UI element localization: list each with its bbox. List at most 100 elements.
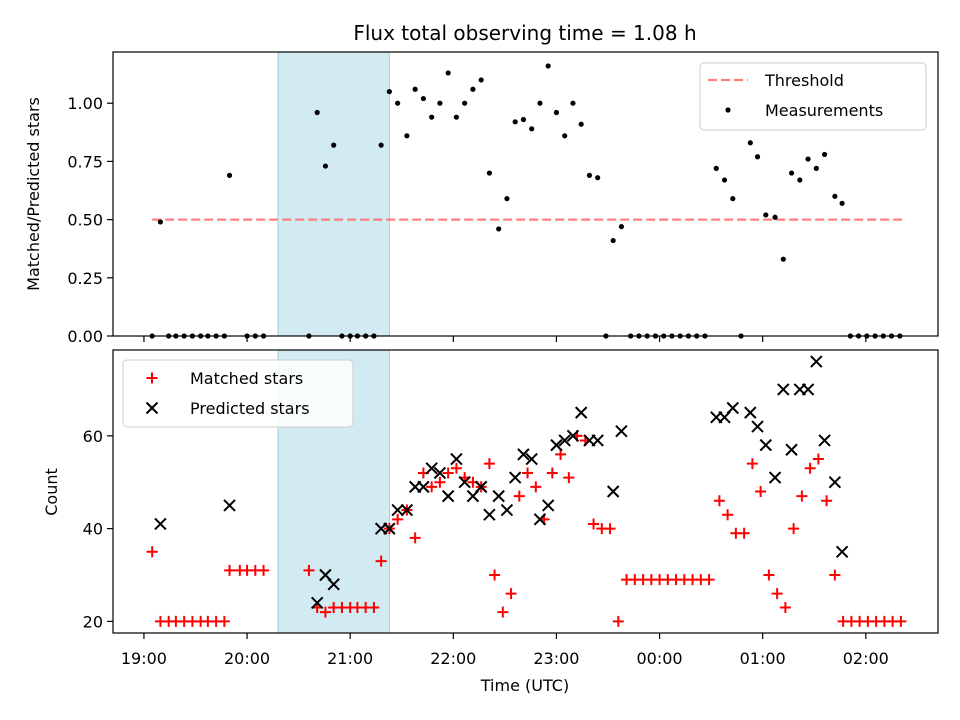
measurements-point [763,212,769,218]
measurements-point [618,223,625,230]
x-tick-label: 22:00 [430,649,476,668]
top-y-tick-label: 0.50 [67,211,103,230]
measurements-point [772,214,778,220]
bottom-legend: Matched stars Predicted stars [122,359,354,428]
matched-stars-point [703,574,715,586]
measurements-point [813,165,819,171]
matched-stars-point [146,546,158,558]
measurements-point [578,121,584,127]
matched-stars-point [409,532,421,544]
matched-stars-point [513,490,525,502]
matched-stars-point [522,467,534,479]
matched-stars-point [821,495,833,507]
legend-predicted-label: Predicted stars [190,399,310,418]
measurements-point [226,172,233,178]
predicted-stars-point [744,406,757,419]
measurements-point [420,95,427,102]
bottom-y-tick-label: 60 [83,427,103,446]
predicted-stars-point [483,508,496,521]
x-tick-label: 00:00 [637,649,683,668]
matched-stars-point [530,481,542,493]
measurements-point [496,226,502,232]
measurements-point [839,200,845,206]
legend-matched-label: Matched stars [190,369,303,388]
matched-stars-point [829,569,841,581]
top-panel: Matched/Predicted stars 0.00 0.25 0.50 0.75… [24,51,939,346]
top-highlight-span [277,51,390,337]
measurements-point [747,140,753,146]
predicted-stars-point [828,476,842,489]
predicted-stars-point [327,578,340,591]
matched-stars-point [426,481,438,493]
matched-stars-point [788,523,800,535]
predicted-stars-point [785,443,798,456]
predicted-stars-point [606,485,620,498]
measurements-point [570,100,576,106]
predicted-stars-point [751,420,764,433]
predicted-stars-point [801,383,815,396]
measurements-point [314,109,320,116]
top-y-tick-label: 1.00 [67,94,103,113]
matched-stars-point [713,495,725,507]
matched-stars-point [434,476,446,488]
measurements-point [537,100,543,106]
predicted-stars-point [759,438,772,452]
predicted-stars-point [726,401,739,415]
measurements-point [512,119,518,125]
measurements-point [429,114,435,120]
matched-stars-point [450,462,462,474]
matched-stars-point [505,588,517,600]
predicted-stars-point [400,503,414,517]
measurements-point [486,170,493,176]
measurements-point [610,237,616,244]
x-tick-label: 20:00 [224,649,270,668]
predicted-stars-point [154,517,167,531]
bottom-legend-box [122,359,354,428]
measurements-point [386,88,392,95]
bottom-axes-frame [112,349,939,634]
matched-stars-point [555,448,567,460]
top-axes-frame [112,51,939,337]
measurements-point [453,114,460,120]
predicted-stars-point [441,489,455,503]
bottom-y-tick-label: 40 [83,520,103,539]
predicted-stars-point [541,499,555,512]
x-tick-label: 19:00 [121,649,167,668]
bottom-panel: Count Time (UTC) 20 40 60 19:00 20:00 21:00 22… [42,349,939,695]
matched-stars-point [303,564,315,576]
matched-stars-point [546,467,558,479]
predicted-stars-point [433,466,447,480]
x-tick-label: 21:00 [327,649,373,668]
measurements-point [713,165,719,171]
measurements-point [545,63,551,69]
matched-stars-point [375,555,387,567]
measurements-point [805,156,811,162]
measurements-point [504,196,510,202]
legend-predicted-swatch [145,401,159,415]
predicted-stars-point [818,434,831,447]
top-legend: Threshold Measurements [699,62,927,131]
predicted-stars-point [417,480,430,494]
measurements-point [529,126,535,132]
matched-stars-point [895,615,907,627]
measurements-point [721,177,728,183]
bottom-y-tick-label: 20 [83,612,103,631]
predicted-stars-point [474,480,488,494]
matched-stars-point [319,606,331,618]
measurements-point [553,109,560,116]
measurements-point [404,133,410,139]
measurements-point [470,86,476,92]
matched-stars-point [563,472,575,484]
figure-title: Flux total observing time = 1.08 h [353,21,696,45]
matched-stars-point [763,569,775,581]
predicted-stars-point [768,471,782,484]
predicted-stars-point [517,448,530,461]
matched-stars-point [612,615,624,627]
legend-measurements-swatch [725,107,731,113]
predicted-stars-point [525,452,538,466]
bottom-x-axis-label: Time (UTC) [480,676,569,695]
predicted-stars-point [591,434,604,447]
matched-stars-point [796,490,808,502]
predicted-stars-point [835,545,849,559]
